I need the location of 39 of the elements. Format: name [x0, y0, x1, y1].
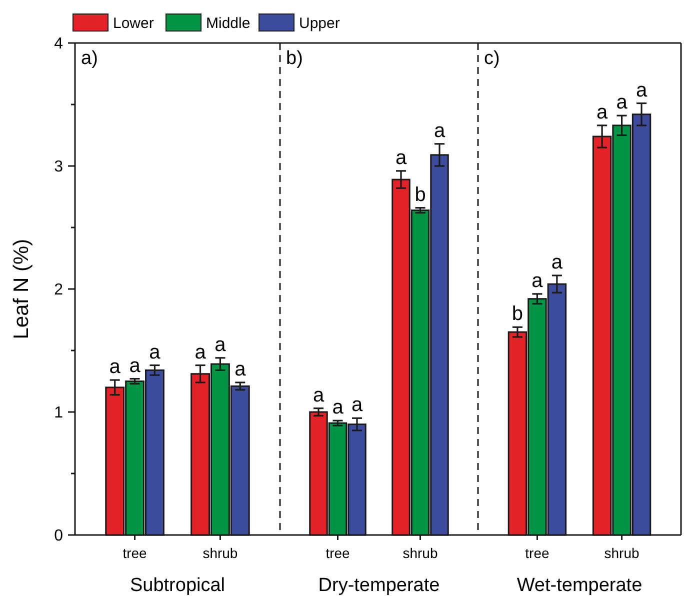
annotation: a	[532, 270, 544, 292]
y-axis-title: Leaf N (%)	[10, 238, 33, 340]
annotation: b	[512, 303, 524, 326]
chart-title: a)	[81, 48, 98, 69]
annotation: a	[636, 79, 648, 102]
annotation: a	[596, 101, 608, 124]
y-tick-label: 4	[54, 36, 64, 53]
x-tick-label: tree	[525, 545, 550, 561]
annotation: a	[395, 146, 408, 169]
legend-label: Lower	[113, 15, 154, 32]
annotation: a	[616, 92, 628, 114]
annotation: a	[149, 341, 162, 364]
legend-label: Middle	[206, 15, 250, 32]
annotation: a	[129, 354, 142, 377]
legend-label: Upper	[299, 15, 340, 32]
y-tick-label: 1	[54, 404, 64, 422]
annotation: a	[434, 120, 446, 142]
annotation: a	[551, 251, 564, 274]
x-axis-title: Subtropical	[130, 575, 226, 596]
x-tick-label: shrub	[202, 545, 238, 561]
chart-title: b)	[286, 48, 303, 69]
y-tick-label: 2	[54, 282, 64, 299]
annotation: a	[194, 341, 207, 364]
annotation: a	[332, 396, 344, 419]
chart-title: c)	[484, 48, 500, 69]
x-tick-label: shrub	[604, 545, 640, 561]
annotation: a	[234, 358, 247, 380]
annotation: b	[414, 184, 426, 206]
y-tick-label: 3	[54, 158, 64, 176]
y-tick-label: 0	[54, 528, 64, 545]
x-axis-title: Dry-temperate	[318, 575, 440, 596]
x-tick-label: tree	[326, 545, 350, 561]
annotation: a	[312, 384, 325, 406]
annotation: a	[214, 334, 227, 356]
x-tick-label: shrub	[402, 545, 438, 561]
annotation: a	[351, 394, 364, 416]
x-tick-label: tree	[122, 545, 148, 561]
x-axis-title: Wet-temperate	[516, 575, 642, 596]
annotation: a	[109, 356, 122, 378]
